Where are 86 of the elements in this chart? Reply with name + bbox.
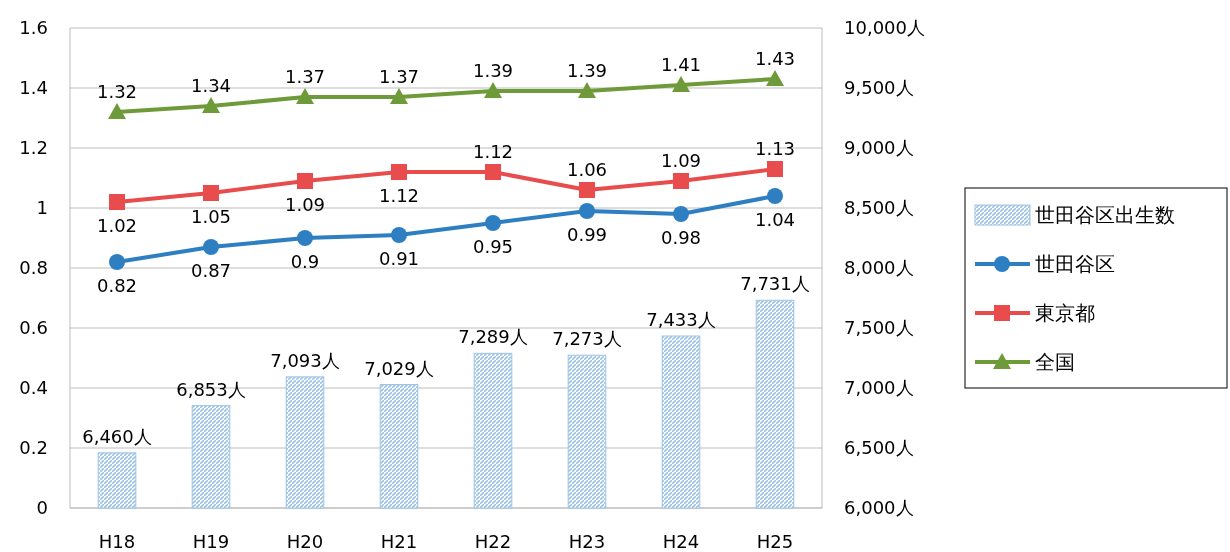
y-tick-label: 0.2 — [19, 437, 48, 458]
point — [203, 185, 219, 201]
x-tick-label: H24 — [662, 531, 700, 552]
data-label: 7,029人 — [364, 357, 434, 379]
point — [296, 88, 314, 104]
point — [767, 161, 783, 177]
data-label: 1.12 — [472, 141, 514, 162]
data-label: 0.95 — [472, 236, 514, 257]
data-label: 7,433人 — [646, 309, 716, 331]
data-label: 6,460人 — [82, 425, 152, 447]
data-label: 1.04 — [754, 209, 796, 230]
data-label: 1.39 — [472, 60, 514, 81]
x-tick-label: H22 — [474, 531, 512, 552]
point — [766, 70, 784, 86]
y-tick-label: 1.6 — [19, 17, 48, 38]
y2-tick-label: 7,500人 — [844, 317, 914, 338]
point — [673, 173, 689, 189]
y2-tick-label: 6,500人 — [844, 437, 914, 458]
data-label: 1.37 — [378, 66, 420, 87]
point — [579, 182, 595, 198]
x-tick-label: H20 — [286, 531, 324, 552]
data-label: 0.82 — [96, 275, 138, 296]
point — [391, 164, 407, 180]
point — [673, 206, 689, 222]
point — [109, 194, 125, 210]
data-label: 1.32 — [96, 81, 138, 102]
data-label: 1.37 — [284, 66, 326, 87]
x-tick-label: H23 — [568, 531, 606, 552]
y-tick-label: 0.8 — [19, 257, 48, 278]
data-label: 1.39 — [566, 60, 608, 81]
point — [672, 76, 690, 92]
y2-tick-label: 8,000人 — [844, 257, 914, 278]
data-label: 6,853人 — [176, 378, 246, 400]
point — [485, 164, 501, 180]
y-tick-label: 1.2 — [19, 137, 48, 158]
y2-tick-label: 7,000人 — [844, 377, 914, 398]
point — [391, 227, 407, 243]
legend-label: 東京都 — [1035, 301, 1095, 325]
data-label: 1.06 — [566, 159, 608, 180]
y2-tick-label: 10,000人 — [844, 17, 925, 38]
point — [297, 173, 313, 189]
data-label: 1.13 — [754, 138, 796, 159]
y2-tick-label: 8,500人 — [844, 197, 914, 218]
point — [578, 82, 596, 98]
data-label: 7,731人 — [740, 273, 810, 295]
legend-label: 全国 — [1035, 350, 1075, 374]
data-label: 1.09 — [660, 150, 702, 171]
data-label: 0.99 — [566, 224, 608, 245]
point — [390, 88, 408, 104]
point — [202, 97, 220, 113]
point — [579, 203, 595, 219]
point — [484, 82, 502, 98]
y-tick-label: 0.4 — [19, 377, 48, 398]
point — [108, 103, 126, 119]
y2-tick-label: 9,000人 — [844, 137, 914, 158]
y2-tick-label: 6,000人 — [844, 497, 914, 518]
data-label: 7,273人 — [552, 328, 622, 350]
data-label: 1.05 — [190, 206, 232, 227]
point — [297, 230, 313, 246]
data-label: 1.09 — [284, 194, 326, 215]
x-tick-label: H18 — [98, 531, 136, 552]
legend-label: 世田谷区 — [1035, 252, 1115, 276]
data-label: 0.91 — [378, 248, 420, 269]
data-label: 1.12 — [378, 185, 420, 206]
y-tick-label: 1 — [36, 197, 48, 218]
data-label: 0.98 — [660, 227, 702, 248]
data-label: 1.41 — [660, 54, 702, 75]
point — [767, 188, 783, 204]
x-tick-label: H21 — [380, 531, 418, 552]
point — [109, 254, 125, 270]
data-label: 7,093人 — [270, 349, 340, 371]
y-tick-label: 1.4 — [19, 77, 48, 98]
y-tick-label: 0.6 — [19, 317, 48, 338]
x-tick-label: H19 — [192, 531, 230, 552]
point — [203, 239, 219, 255]
data-label: 7,289人 — [458, 326, 528, 348]
data-label: 0.87 — [190, 260, 232, 281]
data-label: 1.43 — [754, 48, 796, 69]
y-tick-label: 0 — [36, 497, 48, 518]
data-label: 1.02 — [96, 215, 138, 236]
y2-tick-label: 9,500人 — [844, 77, 914, 98]
data-label: 1.34 — [190, 75, 232, 96]
point — [485, 215, 501, 231]
legend-label: 世田谷区出生数 — [1035, 203, 1175, 227]
x-tick-label: H25 — [756, 531, 794, 552]
data-label: 0.9 — [290, 251, 320, 272]
